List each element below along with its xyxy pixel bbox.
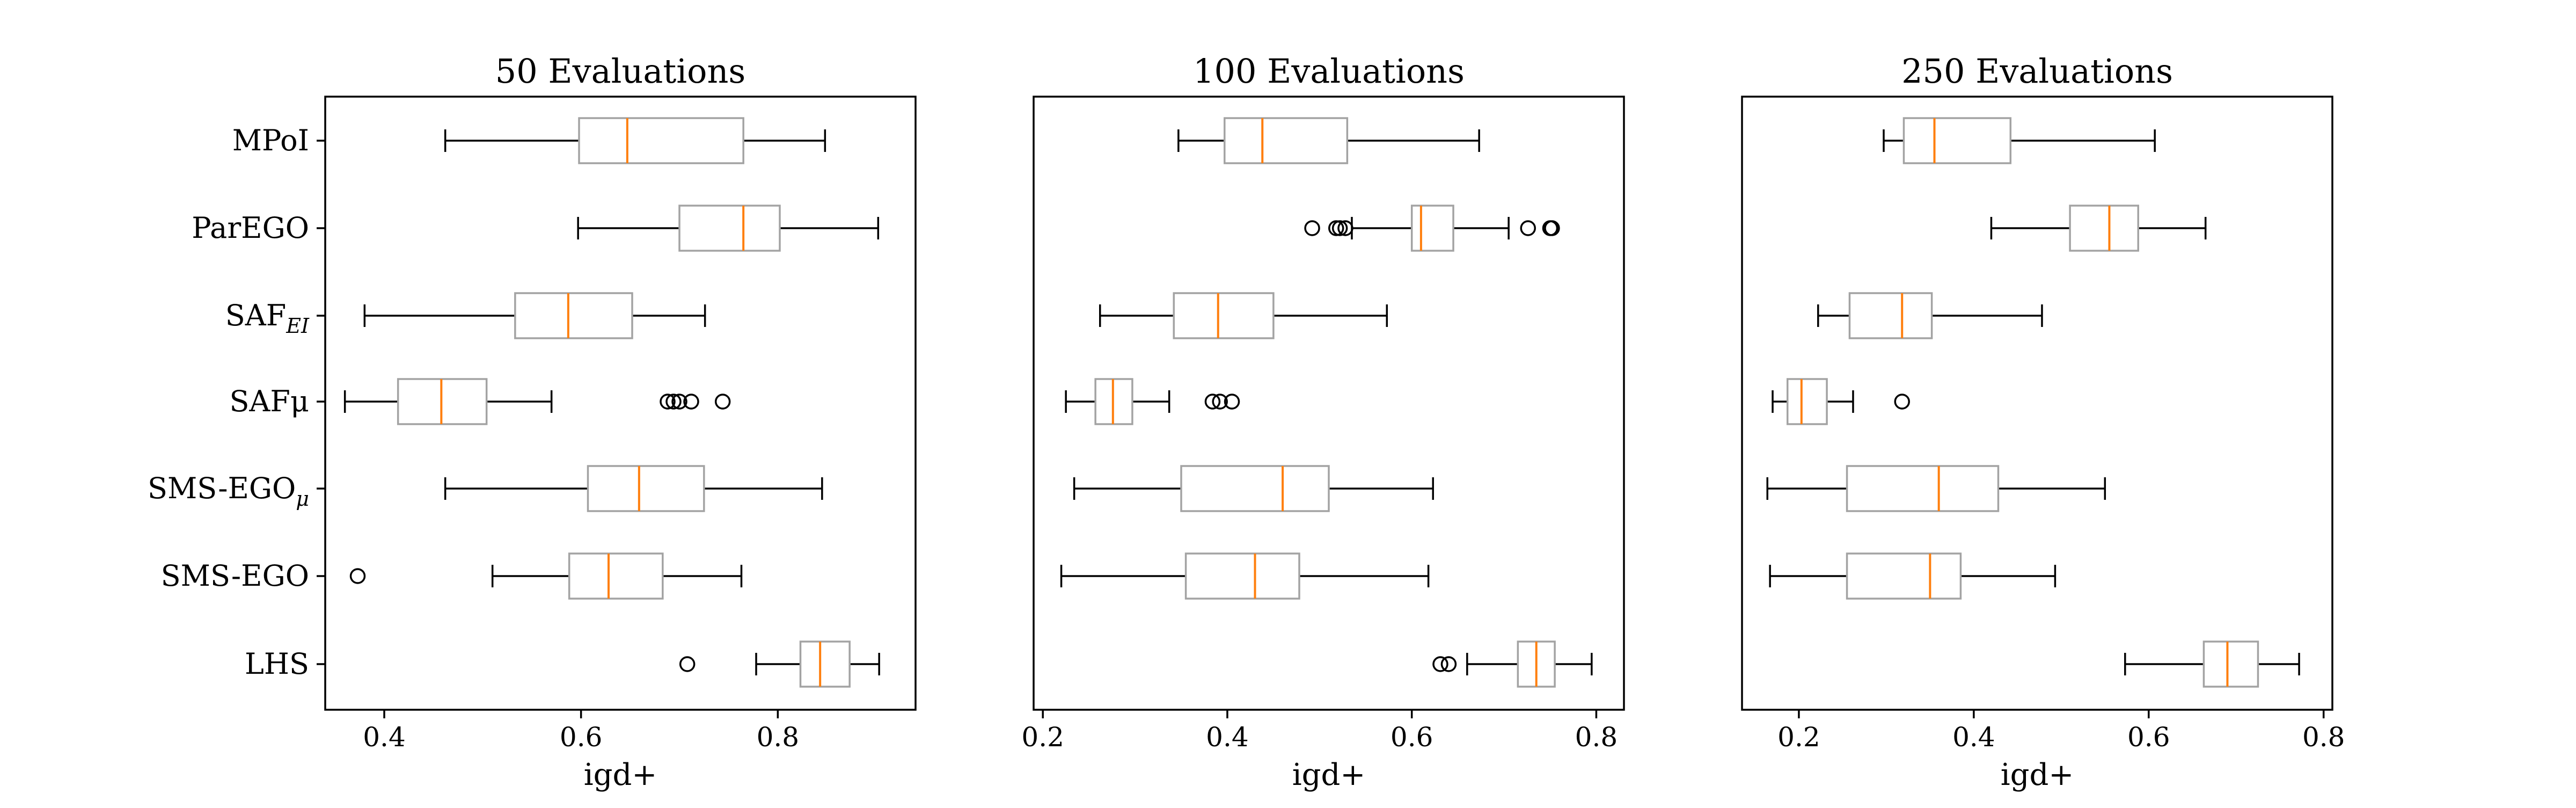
box-ParEGO <box>1990 205 2207 252</box>
x-tick-label: 0.6 <box>1391 722 1433 753</box>
box-LHS <box>1432 640 1593 688</box>
box-SMS-EGO <box>1060 552 1430 600</box>
outlier-point <box>1224 394 1240 410</box>
axes-frame <box>1033 96 1625 711</box>
y-category-label-sub: EI <box>286 314 310 338</box>
y-category-label-sub: μ <box>296 487 309 511</box>
y-category-label-base: SAF <box>225 299 286 332</box>
x-tick-label: 0.2 <box>1021 722 1064 753</box>
y-category-label-base: SMS-EGO <box>148 471 296 505</box>
outlier-point <box>1440 656 1457 672</box>
iqr-box <box>1846 552 1962 600</box>
box-MPoI <box>1883 117 2156 164</box>
iqr-box <box>1224 117 1349 164</box>
iqr-box <box>568 552 664 600</box>
box-SAF_EI <box>1817 292 2043 339</box>
y-category-label: ParEGO <box>192 211 309 245</box>
box-ParEGO <box>577 205 880 252</box>
outlier-point <box>679 656 696 672</box>
box-ParEGO <box>1304 205 1560 252</box>
y-category-label-base: MPoI <box>232 123 309 157</box>
outlier-point <box>671 394 687 410</box>
y-category-label-base: LHS <box>245 647 309 681</box>
iqr-box <box>1184 552 1300 600</box>
y-category-label-base: SAFμ <box>229 384 309 418</box>
y-category-label: LHS <box>245 647 309 681</box>
outlier-point <box>1304 220 1320 236</box>
iqr-box <box>1173 292 1275 339</box>
axes-frame <box>1741 96 2333 711</box>
y-category-label: SAFμ <box>229 384 309 418</box>
box-MPoI <box>444 117 826 164</box>
panel-100-evaluations: 100 Evaluations 0.2 0.4 0.6 0.8 igd+ <box>1021 52 1625 792</box>
outlier-point <box>1520 220 1536 236</box>
iqr-box <box>514 292 633 339</box>
x-tick-label: 0.8 <box>757 722 800 753</box>
panel-title: 250 Evaluations <box>1901 52 2173 91</box>
iqr-box <box>1786 378 1828 425</box>
panel-50-evaluations: 50 Evaluations 0.4 0.6 0.8 igd+ MPoI ParEGO SAF… <box>148 52 917 792</box>
y-category-label: MPoI <box>232 123 309 157</box>
axes-frame <box>324 96 917 711</box>
outlier-point <box>1432 656 1448 672</box>
y-category-label: SMS-EGOμ <box>148 471 309 511</box>
x-tick-label: 0.8 <box>1575 722 1618 753</box>
iqr-box <box>1410 205 1454 252</box>
x-axis-label: igd+ <box>584 758 657 792</box>
x-tick-label: 0.6 <box>2127 722 2170 753</box>
x-tick-label: 0.2 <box>1777 722 1820 753</box>
y-category-label-base: SMS-EGO <box>161 559 309 593</box>
iqr-box <box>799 640 851 688</box>
x-tick-label: 0.4 <box>363 722 406 753</box>
box-SMS-EGO_μ <box>1073 465 1434 512</box>
outlier-point <box>714 394 731 410</box>
outlier-point <box>1894 394 1910 410</box>
iqr-box <box>678 205 781 252</box>
y-category-label: SMS-EGO <box>161 559 309 593</box>
x-tick-label: 0.4 <box>1952 722 1995 753</box>
x-axis-label: igd+ <box>2001 758 2074 792</box>
iqr-box <box>578 117 744 164</box>
x-tick-label: 0.6 <box>560 722 603 753</box>
y-category-label: SAFEI <box>225 299 310 338</box>
box-SAFμ <box>1772 378 1910 425</box>
outlier-point <box>1212 394 1228 410</box>
box-SMS-EGO_μ <box>1766 465 2106 512</box>
iqr-box <box>2069 205 2139 252</box>
iqr-box <box>587 465 705 512</box>
box-SMS-EGO <box>1769 552 2057 600</box>
iqr-box <box>1846 465 2000 512</box>
x-axis-label: igd+ <box>1292 758 1366 792</box>
y-category-label-base: ParEGO <box>192 211 309 245</box>
box-LHS <box>679 640 880 688</box>
box-SMS-EGO <box>349 552 743 600</box>
panel-title: 100 Evaluations <box>1193 52 1465 91</box>
iqr-box <box>1180 465 1330 512</box>
x-tick-label: 0.4 <box>1206 722 1249 753</box>
outlier-point <box>1337 220 1353 236</box>
x-tick-label: 0.8 <box>2302 722 2345 753</box>
box-SAFμ <box>1065 378 1240 425</box>
iqr-box <box>2202 640 2259 688</box>
outlier-point <box>660 394 676 410</box>
outlier-point <box>1544 220 1560 236</box>
iqr-box <box>1902 117 2012 164</box>
outlier-point <box>665 394 682 410</box>
outlier-point <box>1331 220 1348 236</box>
box-SMS-EGO_μ <box>444 465 823 512</box>
box-MPoI <box>1177 117 1480 164</box>
outlier-point <box>349 568 366 584</box>
panel-250-evaluations: 250 Evaluations 0.2 0.4 0.6 0.8 igd+ <box>1741 52 2345 792</box>
box-SAFμ <box>343 378 731 425</box>
box-LHS <box>2124 640 2300 688</box>
box-SAF_EI <box>363 292 706 339</box>
box-SAF_EI <box>1099 292 1388 339</box>
panel-title: 50 Evaluations <box>495 52 745 91</box>
outlier-point <box>1204 394 1221 410</box>
iqr-box <box>1848 292 1933 339</box>
outlier-point <box>683 394 699 410</box>
